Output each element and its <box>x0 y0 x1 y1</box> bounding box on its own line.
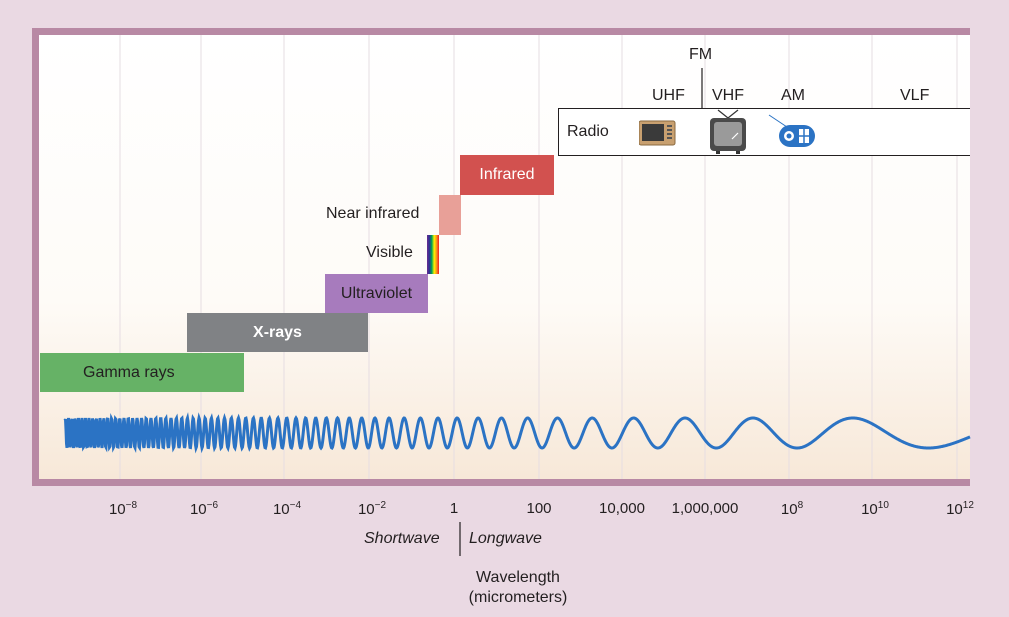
vlf-label: VLF <box>900 87 930 104</box>
band-visible-spectrum <box>427 235 439 274</box>
axis-tick-label: 10−8 <box>108 500 138 518</box>
band-near-infrared <box>439 195 461 235</box>
diagram-frame <box>32 28 970 486</box>
radio-band: Radio <box>558 108 970 156</box>
band-gamma-rays: Gamma rays <box>40 353 244 392</box>
axis-tick-label: 10,000 <box>599 500 645 517</box>
uhf-label: UHF <box>652 87 685 104</box>
band-x-rays: X-rays <box>187 313 368 352</box>
fm-label: FM <box>689 46 713 63</box>
axis-tick-label: 10−6 <box>189 500 219 518</box>
axis-tick-label: 108 <box>780 500 804 518</box>
axis-tick-label: 1012 <box>946 500 974 518</box>
television-icon <box>639 120 676 146</box>
axis-tick-label: 100 <box>526 500 552 517</box>
axis-tick-label: 1 <box>449 500 459 517</box>
wavelength-wave <box>63 412 971 454</box>
axis-title: Wavelength (micrometers) <box>418 568 618 608</box>
axis-tick-label: 10−2 <box>357 500 387 518</box>
band-ultraviolet: Ultraviolet <box>325 274 428 313</box>
am-label: AM <box>781 87 805 104</box>
axis-tick-label: 1010 <box>861 500 889 518</box>
band-gamma-rays-label: Gamma rays <box>83 363 175 381</box>
axis-title-line1: Wavelength <box>476 569 560 586</box>
axis-tick-label: 10−4 <box>272 500 302 518</box>
axis-title-line2: (micrometers) <box>468 589 568 606</box>
band-ultraviolet-label: Ultraviolet <box>340 284 413 302</box>
gridlines <box>119 35 958 479</box>
vhf-label: VHF <box>712 87 744 104</box>
radio-icon <box>768 114 815 147</box>
near-infrared-label: Near infrared <box>326 205 420 222</box>
radio-label: Radio <box>567 123 609 140</box>
axis-tick-label: 1,000,000 <box>671 500 739 517</box>
band-infrared: Infrared <box>460 155 554 195</box>
shortwave-label: Shortwave <box>364 530 440 547</box>
visible-label: Visible <box>366 244 413 261</box>
old-tv-icon <box>710 109 746 154</box>
band-infrared-label: Infrared <box>479 166 535 183</box>
band-x-rays-label: X-rays <box>253 323 302 341</box>
longwave-label: Longwave <box>469 530 542 547</box>
